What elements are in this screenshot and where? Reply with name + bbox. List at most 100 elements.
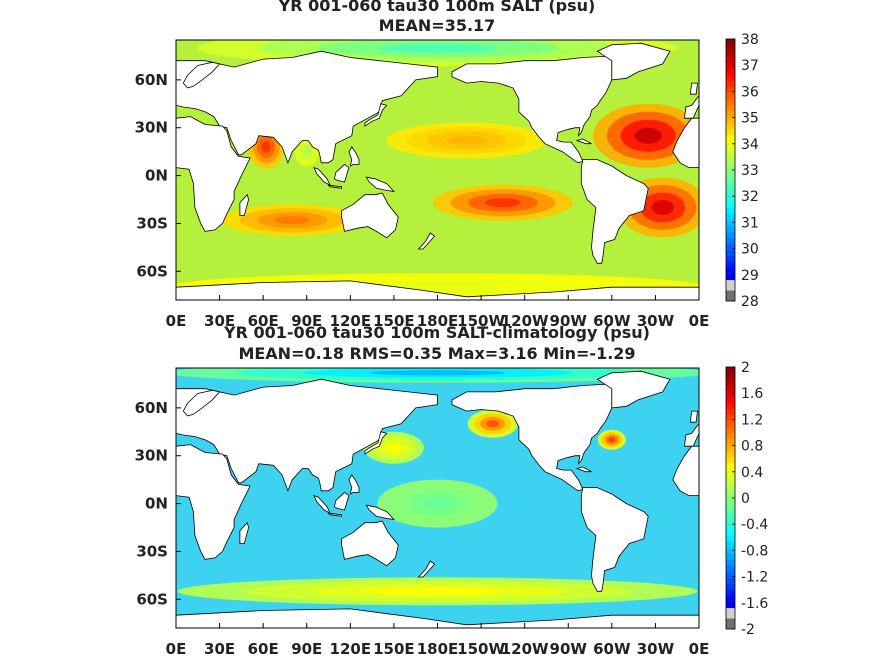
x-tick-label: 120E bbox=[330, 312, 372, 330]
colorbar-segment bbox=[726, 123, 735, 130]
land-philippines bbox=[348, 474, 360, 495]
x-tick-label: 90E bbox=[291, 640, 322, 656]
x-tick-label: 60W bbox=[593, 640, 631, 656]
colorbar-segment bbox=[726, 547, 735, 555]
colorbar-segment bbox=[726, 153, 735, 161]
colorbar-tick-label: 1.6 bbox=[741, 386, 763, 402]
colorbar-segment bbox=[726, 213, 735, 221]
land-asia-europe bbox=[176, 50, 438, 164]
colorbar-segment bbox=[726, 493, 735, 501]
colorbar-segment bbox=[726, 421, 735, 428]
x-tick-label: 90W bbox=[550, 312, 588, 330]
field-feature bbox=[261, 141, 271, 153]
x-tick-label: 0E bbox=[166, 640, 187, 656]
colorbar-segment bbox=[726, 535, 735, 543]
land-south-america bbox=[580, 159, 649, 264]
field-feature bbox=[486, 420, 500, 428]
colorbar-tick-label: -1.6 bbox=[741, 596, 768, 612]
colorbar-tick-label: 28 bbox=[741, 294, 759, 310]
land-greenland bbox=[596, 42, 671, 81]
colorbar-segment bbox=[726, 391, 735, 398]
colorbar-segment bbox=[726, 93, 735, 100]
land-australia bbox=[341, 520, 399, 567]
field-feature bbox=[372, 587, 503, 595]
colorbar-underflow-swatch bbox=[726, 280, 735, 291]
x-tick-label: 150W bbox=[457, 640, 505, 656]
x-tick-label: 90W bbox=[550, 640, 588, 656]
colorbar-segment bbox=[726, 602, 735, 609]
y-tick-label: 60S bbox=[136, 262, 168, 280]
colorbar-segment bbox=[726, 231, 735, 239]
colorbar-segment bbox=[726, 541, 735, 549]
land-africa-west bbox=[672, 117, 699, 169]
field-feature bbox=[608, 437, 616, 443]
field-feature bbox=[370, 370, 505, 376]
colorbar-segment bbox=[726, 511, 735, 519]
land-south-america bbox=[580, 487, 649, 592]
colorbar-segment bbox=[726, 99, 735, 106]
land-borneo bbox=[333, 163, 350, 183]
x-tick-label: 0E bbox=[689, 640, 710, 656]
land-java bbox=[327, 184, 343, 189]
colorbar-underflow-swatch bbox=[726, 618, 735, 629]
land-uk bbox=[689, 82, 698, 95]
colorbar-segment bbox=[726, 45, 735, 52]
x-tick-label: 60W bbox=[593, 312, 631, 330]
colorbar-tick-label: 31 bbox=[741, 215, 759, 231]
colorbar-segment bbox=[726, 183, 735, 191]
colorbar-segment bbox=[726, 373, 735, 380]
colorbar-segment bbox=[726, 75, 735, 82]
map-field-anomaly bbox=[176, 368, 699, 628]
colorbar-segment bbox=[726, 201, 735, 209]
colorbar-underflow-swatch bbox=[726, 608, 735, 619]
colorbar-segment bbox=[726, 529, 735, 537]
colorbar-segment bbox=[726, 39, 735, 46]
y-tick-label: 60S bbox=[136, 590, 168, 608]
land-new-zealand bbox=[417, 560, 436, 578]
colorbar-segment bbox=[726, 141, 735, 148]
colorbar-anomaly: 2 1.6 1.2 0.8 0.4 0 -0.4 -0.8 -1.2 -1.6 -2 bbox=[725, 360, 768, 638]
land-scandinavia bbox=[182, 61, 221, 89]
colorbar-tick-label: 38 bbox=[741, 32, 759, 48]
x-tick-label: 180E bbox=[417, 640, 459, 656]
colorbar-segment bbox=[726, 367, 735, 374]
land-borneo bbox=[333, 491, 350, 511]
colorbar-segment bbox=[726, 439, 735, 446]
colorbar-segment bbox=[726, 159, 735, 167]
chart-title-salt: YR 001-060 tau30 100m SALT (psu) bbox=[278, 0, 596, 15]
colorbar-tick-label: 1.2 bbox=[741, 412, 763, 428]
chart-subtitle-anomaly: MEAN=0.18 RMS=0.35 Max=3.16 Min=-1.29 bbox=[238, 344, 635, 363]
y-tick-label: 0N bbox=[145, 167, 168, 185]
colorbar-segment bbox=[726, 219, 735, 227]
colorbar-segment bbox=[726, 577, 735, 585]
colorbar-tick-label: 35 bbox=[741, 111, 759, 127]
colorbar-segment bbox=[726, 225, 735, 233]
colorbar-segment bbox=[726, 117, 735, 124]
colorbar-segment bbox=[726, 195, 735, 203]
colorbar-tick-label: 2 bbox=[741, 360, 750, 376]
colorbar-segment bbox=[726, 403, 735, 410]
y-tick-label: 60N bbox=[135, 399, 168, 417]
colorbar-segment bbox=[726, 51, 735, 58]
x-tick-label: 90E bbox=[291, 312, 322, 330]
colorbar-segment bbox=[726, 415, 735, 422]
field-feature bbox=[303, 148, 310, 156]
colorbar-segment bbox=[726, 589, 735, 597]
land-new-zealand bbox=[417, 232, 436, 250]
field-feature bbox=[634, 127, 662, 144]
colorbar-tick-label: 0.8 bbox=[741, 439, 763, 455]
colorbar-tick-label: 0 bbox=[741, 491, 750, 507]
y-tick-label: 30N bbox=[135, 119, 168, 137]
land-cuba bbox=[575, 138, 592, 145]
field-feature bbox=[422, 497, 453, 510]
x-tick-label: 0E bbox=[689, 312, 710, 330]
x-tick-label: 150E bbox=[373, 312, 415, 330]
colorbar-segment bbox=[726, 409, 735, 416]
colorbar-tick-label: 32 bbox=[741, 189, 759, 205]
y-tick-label: 30S bbox=[136, 214, 168, 232]
land-greenland bbox=[596, 370, 671, 409]
colorbar-segment bbox=[726, 129, 735, 136]
land-africa-west bbox=[672, 445, 699, 497]
colorbar-segment bbox=[726, 451, 735, 458]
land-new-guinea bbox=[365, 504, 395, 521]
